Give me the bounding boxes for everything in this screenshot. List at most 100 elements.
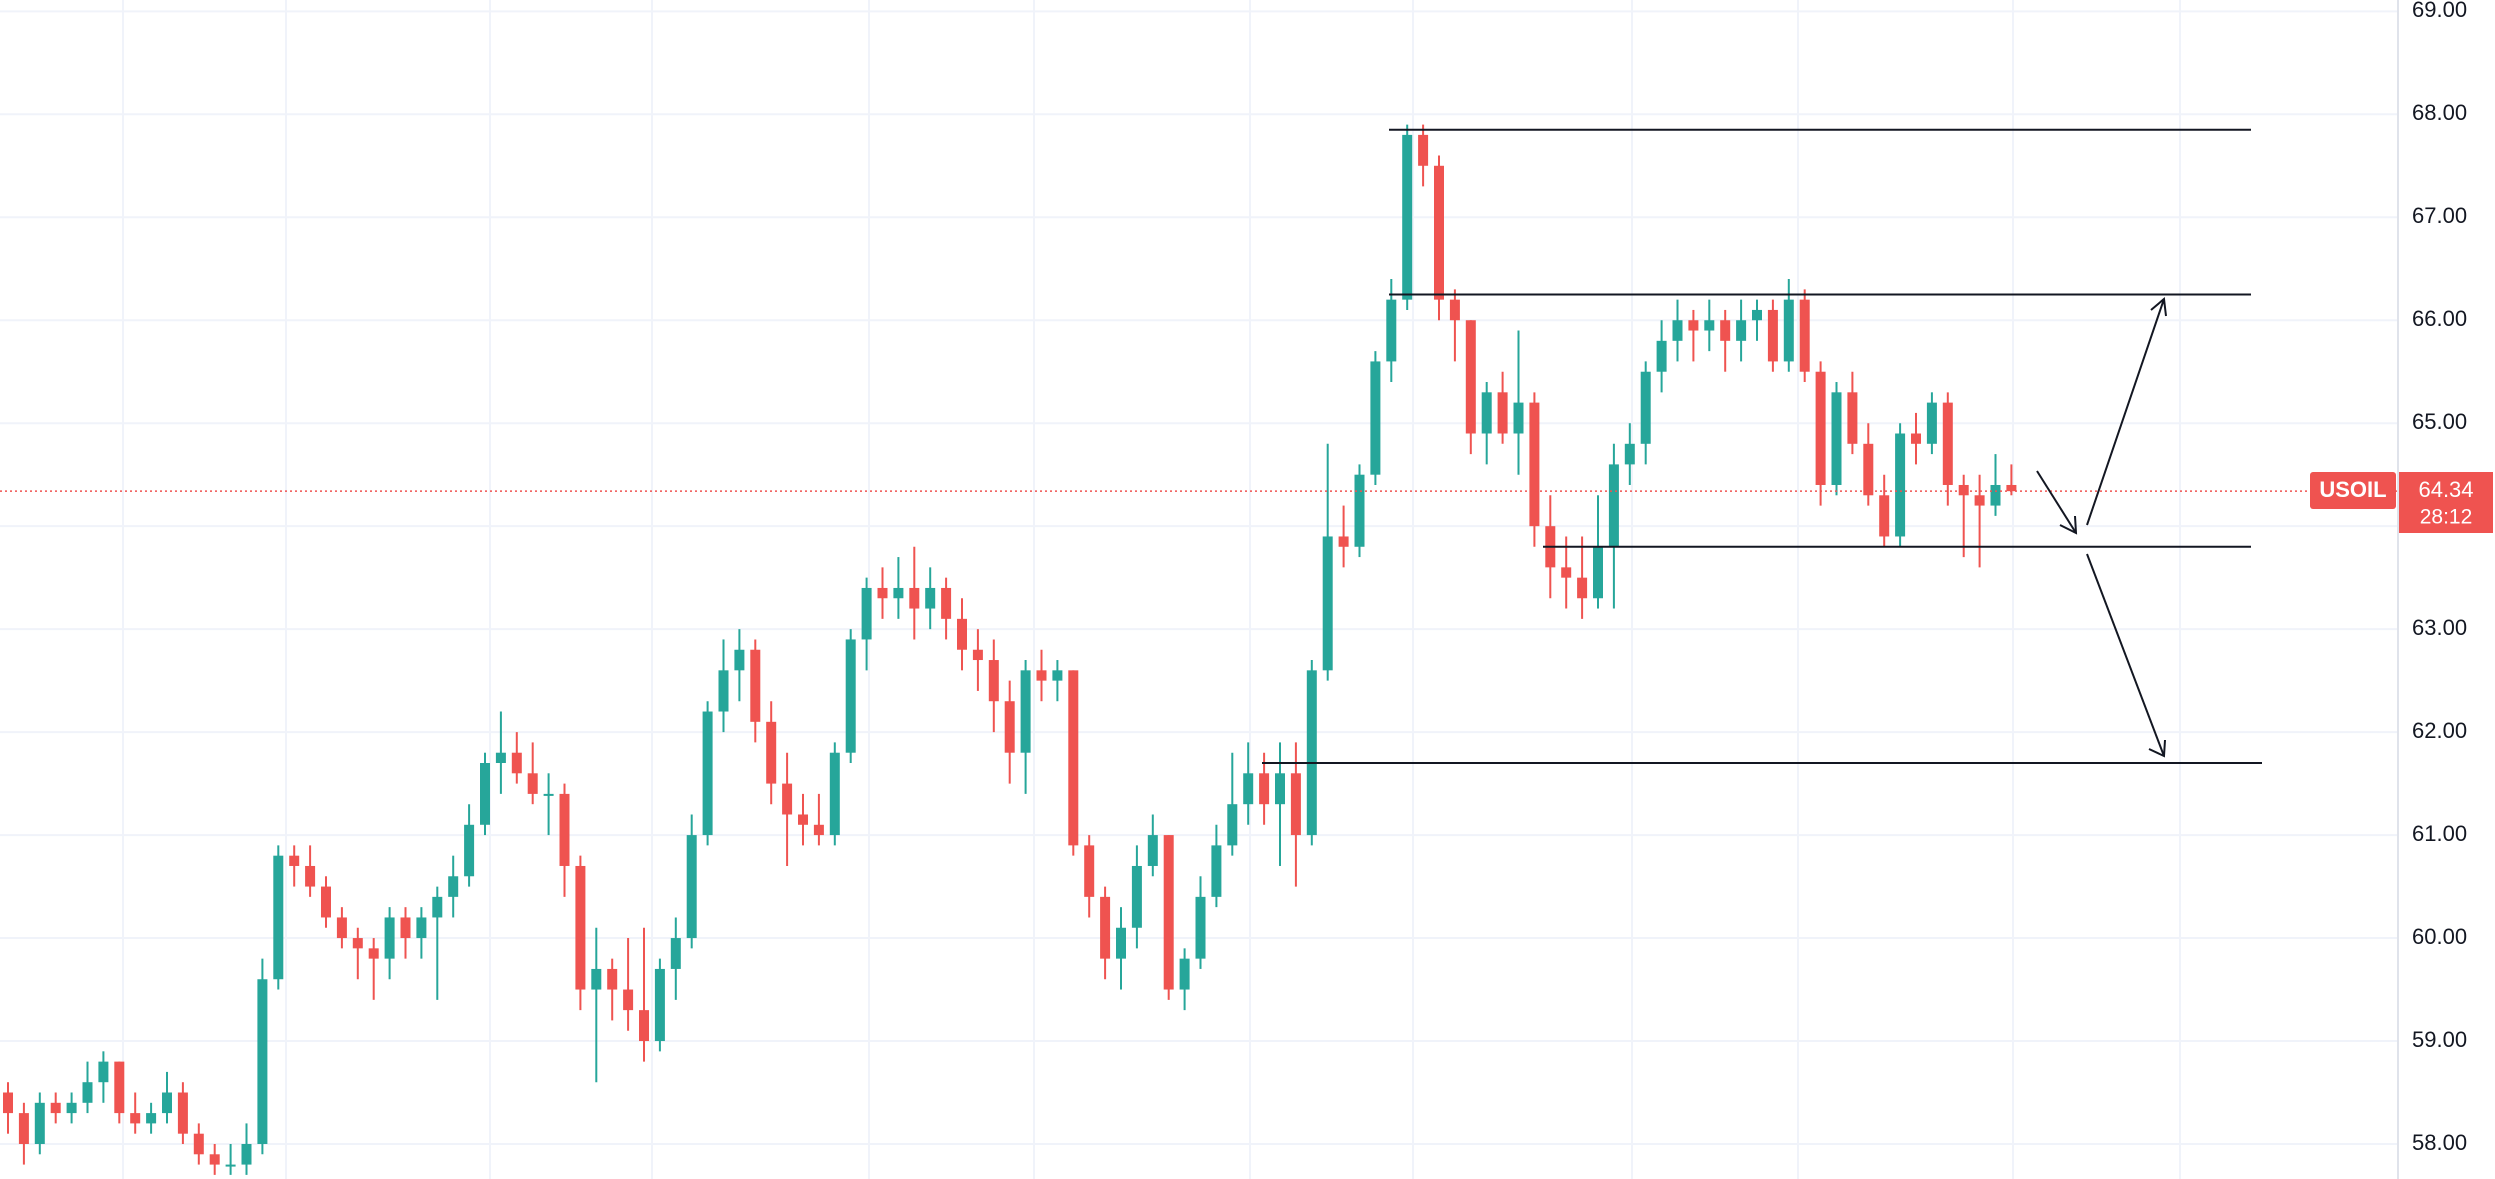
y-tick-label: 63.00 <box>2412 615 2467 640</box>
candle-body <box>1593 546 1603 599</box>
candle-body <box>718 670 729 712</box>
candle-body <box>3 1092 13 1114</box>
y-tick-label: 59.00 <box>2412 1027 2467 1052</box>
candle-body <box>972 649 983 661</box>
candle-body <box>941 587 952 619</box>
y-tick-label: 60.00 <box>2412 924 2467 949</box>
candle-body <box>1990 484 2001 506</box>
candle-body <box>2006 484 2017 492</box>
y-tick-label: 67.00 <box>2412 203 2467 228</box>
candle-body <box>1306 670 1317 836</box>
candle-body <box>766 721 777 784</box>
candle-body <box>1163 835 1174 990</box>
candle-body <box>1497 392 1508 434</box>
candle-body <box>1434 165 1444 300</box>
candle-body <box>559 793 570 866</box>
y-tick-label: 65.00 <box>2412 409 2467 434</box>
candle-body <box>50 1102 61 1114</box>
symbol: USOIL <box>2319 477 2386 502</box>
candle-body <box>273 855 284 980</box>
candle-body <box>1386 299 1397 362</box>
candle-body <box>1195 896 1206 959</box>
candle-body <box>1942 402 1953 485</box>
y-tick-label: 66.00 <box>2412 306 2467 331</box>
candle-body <box>925 587 936 609</box>
candle-body <box>305 865 316 887</box>
candle-body <box>82 1082 93 1103</box>
candle-body <box>1831 392 1842 485</box>
candle-body <box>1863 443 1874 496</box>
candle-body <box>352 938 363 949</box>
candle-body <box>654 968 665 1042</box>
candle-body <box>1895 433 1906 537</box>
candle-body <box>209 1154 220 1165</box>
candle-body <box>1449 299 1460 321</box>
y-tick-label: 58.00 <box>2412 1130 2467 1155</box>
candle-body <box>670 938 681 969</box>
candle-body <box>1068 670 1079 846</box>
arrow-head <box>2059 515 2078 535</box>
last-price: 64.34 <box>2418 477 2473 502</box>
y-tick-label: 68.00 <box>2412 100 2467 125</box>
candle-body <box>1354 474 1365 547</box>
candle-body <box>1259 773 1270 805</box>
candle-body <box>480 763 490 825</box>
candle-body <box>750 649 761 722</box>
candle-body <box>464 824 475 877</box>
candle-body <box>702 711 713 836</box>
candle-body <box>1608 464 1619 547</box>
candle-body <box>66 1102 77 1114</box>
candle-body <box>639 1010 649 1042</box>
candle-body <box>1958 484 1969 496</box>
candle-body <box>1418 134 1429 166</box>
candle-body <box>1179 958 1190 990</box>
y-tick-label: 69.00 <box>2412 0 2467 22</box>
candle-body <box>623 989 634 1011</box>
candle-body <box>114 1061 125 1114</box>
symbol-box <box>2310 472 2396 509</box>
candle-body <box>1004 701 1015 753</box>
candle-body <box>368 948 379 959</box>
candle-body <box>1084 845 1095 897</box>
candle-body <box>98 1061 109 1083</box>
candle-body <box>1577 577 1588 599</box>
candle-body <box>1338 536 1349 547</box>
candle-body <box>877 587 888 599</box>
candle-body <box>1561 567 1572 578</box>
candle-body <box>448 876 459 897</box>
candle-body <box>798 814 808 825</box>
candle-body <box>575 865 586 990</box>
candle-body <box>177 1092 188 1134</box>
candle-body <box>1767 309 1778 362</box>
candle-body <box>1879 495 1890 537</box>
candle-body <box>18 1113 29 1144</box>
candle-body <box>909 587 920 609</box>
candle-body <box>686 835 697 939</box>
candle-body <box>1926 402 1937 444</box>
candle-body <box>1847 392 1858 444</box>
candle-body <box>400 917 411 939</box>
candle-body <box>241 1143 252 1165</box>
last-price-label: USOIL 64.34 28:12 <box>2310 472 2493 533</box>
candle-body <box>416 917 427 939</box>
candle-body <box>734 649 745 671</box>
candle-body <box>1752 309 1762 321</box>
candle-body <box>1290 773 1301 836</box>
candle-body <box>257 979 268 1144</box>
candle-body <box>1974 495 1985 506</box>
drawing-arrows <box>2036 297 2167 758</box>
candle-body <box>893 587 904 599</box>
plot <box>0 124 2398 1175</box>
candle-body <box>1147 835 1158 866</box>
candle-body <box>321 886 331 918</box>
y-tick-label: 62.00 <box>2412 718 2467 743</box>
candle-body <box>1322 536 1333 671</box>
candle-body <box>527 773 538 794</box>
countdown: 28:12 <box>2420 506 2473 529</box>
candle-body <box>146 1113 157 1124</box>
candle-body <box>1020 670 1031 753</box>
candle-body <box>782 783 793 815</box>
candle-body <box>1783 299 1794 362</box>
candle-body <box>511 752 522 774</box>
